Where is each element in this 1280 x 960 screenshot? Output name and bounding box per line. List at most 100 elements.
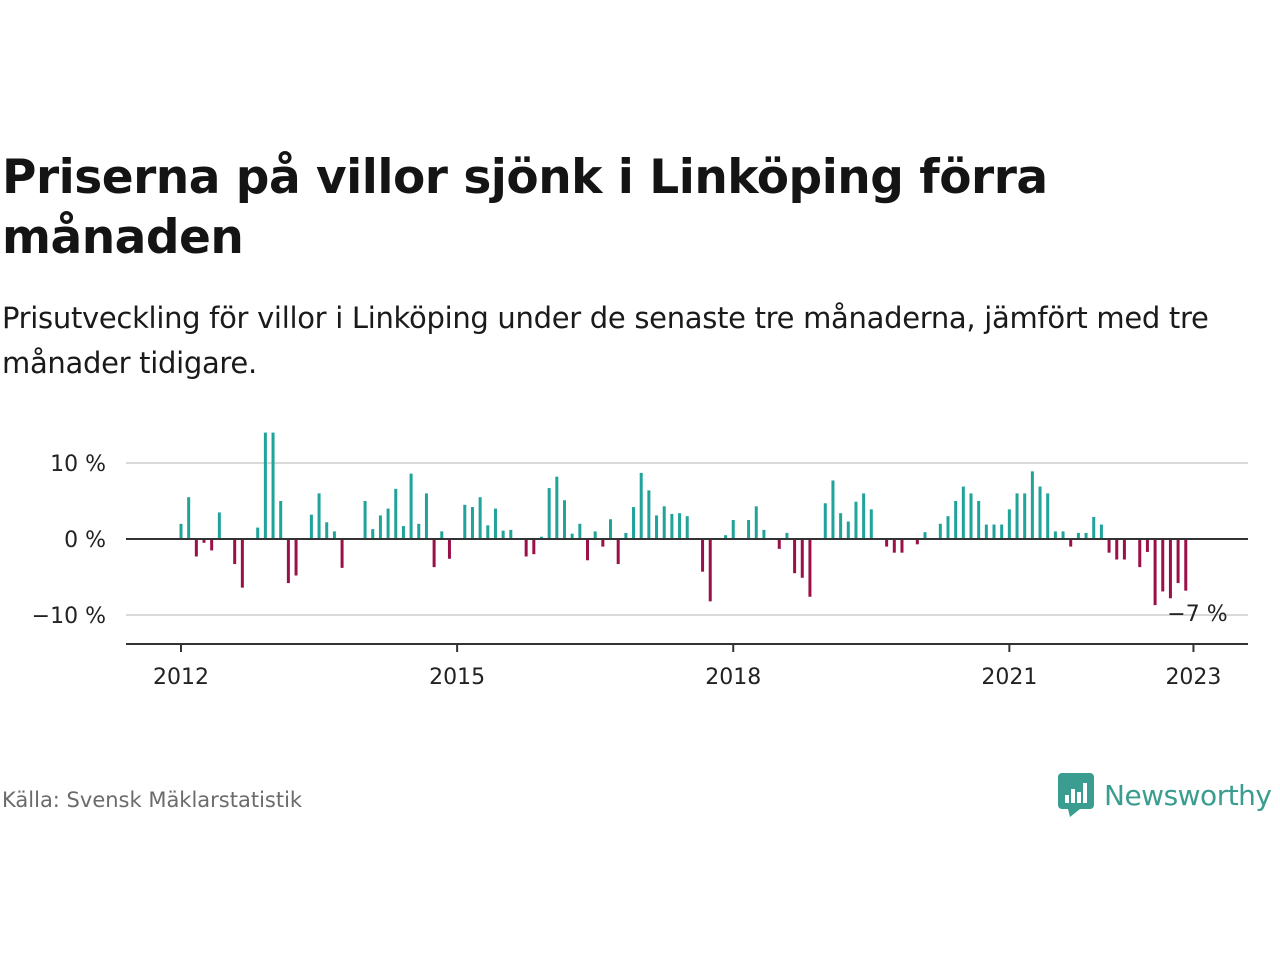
bar xyxy=(747,520,751,539)
bar xyxy=(800,539,804,578)
y-tick-label: −10 % xyxy=(32,604,106,629)
bar xyxy=(194,539,198,557)
bar xyxy=(892,539,896,553)
bar xyxy=(417,523,421,539)
bar xyxy=(731,520,735,539)
bar xyxy=(432,539,436,568)
bar xyxy=(394,488,398,539)
bar xyxy=(233,539,237,565)
bar xyxy=(915,539,919,545)
gridlines xyxy=(126,462,1248,616)
bar xyxy=(961,486,965,539)
bar xyxy=(831,480,835,539)
bar xyxy=(1107,539,1111,553)
bar xyxy=(900,539,904,553)
bar xyxy=(563,500,566,539)
x-tick-label: 2023 xyxy=(1165,665,1221,690)
bar xyxy=(409,473,413,539)
x-tick-label: 2012 xyxy=(153,665,209,690)
x-tick-label: 2021 xyxy=(981,665,1037,690)
bar xyxy=(639,472,643,539)
bar xyxy=(1122,539,1126,560)
bar xyxy=(424,493,428,539)
bar xyxy=(1099,524,1103,539)
bar xyxy=(777,539,781,549)
bar xyxy=(1053,531,1057,539)
bar xyxy=(647,490,651,539)
bar xyxy=(1030,471,1034,539)
bar xyxy=(846,521,850,539)
brand-logo: Newsworthy xyxy=(1058,773,1272,817)
bar xyxy=(202,539,206,543)
bar xyxy=(547,488,551,539)
bar xyxy=(401,526,405,539)
bar xyxy=(1015,493,1019,539)
bar xyxy=(854,501,858,539)
bar xyxy=(632,507,636,539)
bar xyxy=(977,501,981,539)
bar xyxy=(946,516,950,539)
bar xyxy=(532,539,536,555)
x-axis-ticks: 2012 2015 2018 2021 2023 xyxy=(153,644,1221,690)
bar xyxy=(1161,539,1165,592)
bar xyxy=(578,523,582,539)
bar xyxy=(984,524,988,539)
bar xyxy=(317,493,321,539)
bar xyxy=(1038,486,1042,539)
bar xyxy=(286,539,290,584)
bar xyxy=(754,506,758,539)
bar xyxy=(363,501,367,539)
bar xyxy=(1023,493,1027,539)
page-subtitle: Prisutveckling för villor i Linköping un… xyxy=(2,301,1209,380)
bar xyxy=(1092,516,1096,539)
bar xyxy=(724,535,728,539)
bar xyxy=(440,531,444,539)
y-axis-labels: 10 % 0 % −10 % xyxy=(32,452,106,629)
x-tick-label: 2015 xyxy=(429,665,485,690)
bar xyxy=(701,539,705,572)
newsworthy-logo-icon xyxy=(1058,773,1094,817)
bars xyxy=(179,432,1188,606)
bar xyxy=(954,501,958,539)
bar xyxy=(1007,509,1011,539)
bar xyxy=(378,515,382,539)
bar xyxy=(593,531,597,539)
bar xyxy=(655,515,659,539)
bar xyxy=(685,516,689,539)
bar-chart: 10 % 0 % −10 % 2012 2015 2018 2021 2023 −7 % xyxy=(32,432,1248,690)
bar xyxy=(340,539,344,568)
bar xyxy=(187,497,191,539)
bar xyxy=(885,539,889,547)
bar xyxy=(1076,532,1080,539)
bar xyxy=(708,539,712,602)
bar xyxy=(555,476,559,539)
bar xyxy=(325,522,329,539)
bar xyxy=(210,539,214,551)
annotation: −7 % xyxy=(1167,602,1227,627)
bar xyxy=(256,527,260,539)
bar xyxy=(1046,493,1050,539)
bar xyxy=(862,493,866,539)
page-title: Priserna på villor sjönk i Linköping för… xyxy=(2,150,1048,265)
bar xyxy=(501,530,505,539)
bar xyxy=(1176,539,1180,584)
bar xyxy=(793,539,797,574)
bar xyxy=(992,524,996,539)
bar xyxy=(785,532,789,539)
bar xyxy=(332,531,336,539)
bar xyxy=(1168,539,1172,599)
bar xyxy=(823,503,827,539)
brand-name: Newsworthy xyxy=(1104,778,1272,812)
bar xyxy=(240,539,244,588)
bar xyxy=(678,513,682,539)
bar xyxy=(309,514,313,539)
bar xyxy=(217,512,221,539)
bar xyxy=(969,493,973,539)
bar xyxy=(662,506,666,539)
bar xyxy=(762,529,766,539)
bar xyxy=(463,504,467,539)
bar xyxy=(601,539,605,547)
bar xyxy=(179,523,183,539)
bar xyxy=(839,513,843,539)
x-tick-label: 2018 xyxy=(705,665,761,690)
